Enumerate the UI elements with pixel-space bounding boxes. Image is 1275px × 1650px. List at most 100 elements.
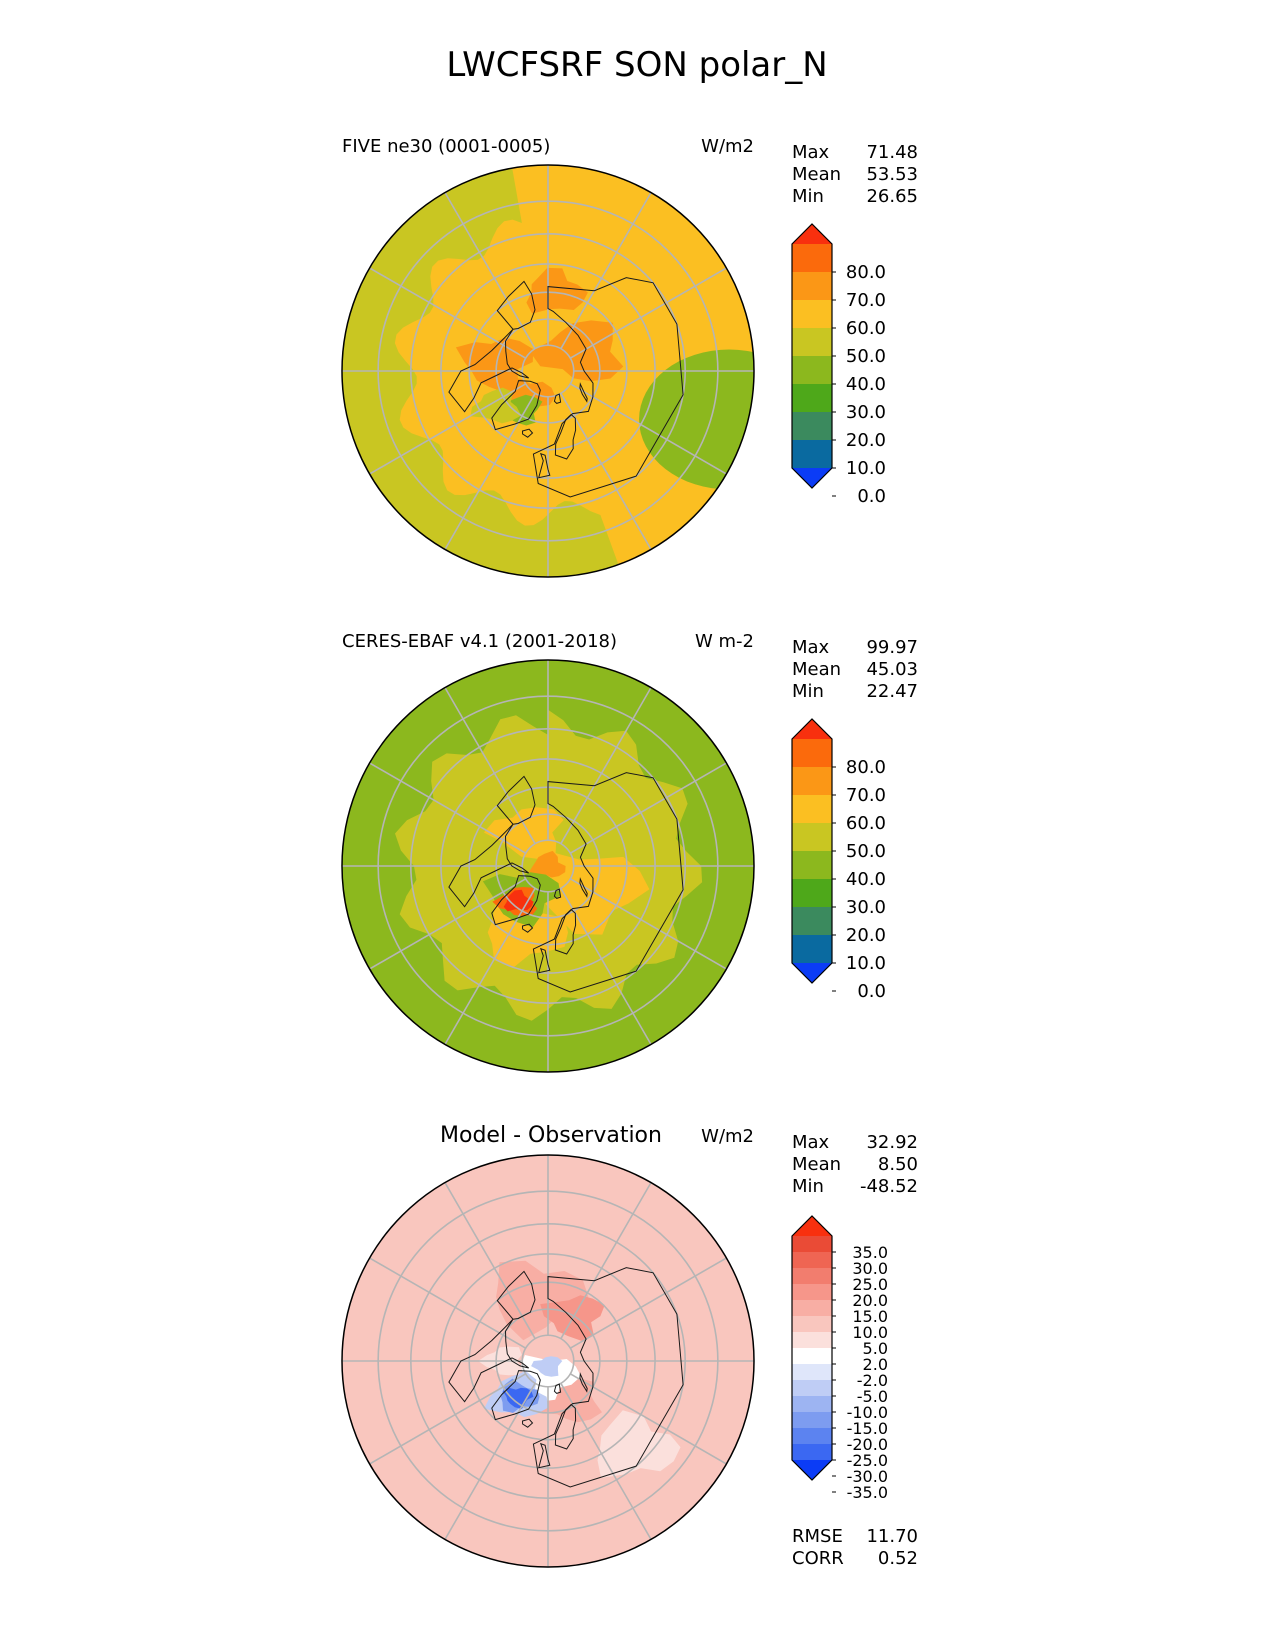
coastlines bbox=[448, 772, 684, 993]
map-boundary bbox=[341, 659, 755, 1073]
colorbar-segment bbox=[792, 1428, 832, 1445]
colorbar-tick-label: 70.0 bbox=[846, 290, 886, 311]
field-region bbox=[496, 1260, 589, 1341]
map-field bbox=[342, 165, 754, 577]
stat-value-mean: 53.53 bbox=[866, 164, 918, 185]
colorbar-tick-label: 40.0 bbox=[846, 374, 886, 395]
field-region bbox=[483, 807, 564, 859]
colorbar-segment bbox=[792, 1252, 832, 1269]
colorbar-segment bbox=[792, 1236, 832, 1253]
colorbar-tick-label: 5.0 bbox=[863, 1339, 888, 1358]
colorbar-tick-label: 60.0 bbox=[846, 318, 886, 339]
field-background bbox=[342, 165, 754, 577]
colorbar-segment bbox=[792, 767, 832, 796]
coastline-novayaZ bbox=[579, 1372, 588, 1393]
stat-label-max: Max bbox=[792, 637, 830, 658]
colorbar-tick-label: -15.0 bbox=[847, 1419, 888, 1438]
colorbar-tick-label: 50.0 bbox=[846, 841, 886, 862]
coastline-iceland bbox=[521, 428, 534, 438]
map-boundary bbox=[341, 1154, 755, 1568]
colorbar-tick-label: -30.0 bbox=[847, 1467, 888, 1486]
colorbar-segment bbox=[792, 356, 832, 385]
colorbar-segment bbox=[792, 851, 832, 880]
stat-value-min: -48.52 bbox=[860, 1176, 918, 1197]
colorbar-tick-label: 20.0 bbox=[852, 1291, 888, 1310]
coastline-iceland bbox=[521, 1418, 534, 1428]
stat-label-max: Max bbox=[792, 142, 830, 163]
colorbar-tick-label: 30.0 bbox=[846, 402, 886, 423]
colorbar-segment bbox=[792, 328, 832, 357]
coastline-scandinavia bbox=[554, 413, 577, 460]
panel-units: W/m2 bbox=[701, 136, 754, 157]
colorbar-segment bbox=[792, 907, 832, 936]
colorbar-segment bbox=[792, 1300, 832, 1317]
field-region bbox=[528, 850, 566, 878]
colorbar-segment bbox=[792, 384, 832, 413]
colorbar-segment bbox=[792, 1348, 832, 1365]
colorbar-tick-label: 40.0 bbox=[846, 869, 886, 890]
coastline-scandinavia bbox=[554, 1403, 577, 1450]
colorbar-tick-label: 20.0 bbox=[846, 925, 886, 946]
stat-label-max: Max bbox=[792, 1132, 830, 1153]
panel-title: CERES-EBAF v4.1 (2001-2018) bbox=[342, 631, 617, 652]
stat-value-min: 22.47 bbox=[866, 681, 918, 702]
figure-title: LWCFSRF SON polar_N bbox=[446, 45, 827, 85]
colorbar-tick-label: 10.0 bbox=[846, 458, 886, 479]
coastline-alaska bbox=[496, 775, 536, 825]
coastline-eurasiaN bbox=[532, 772, 684, 993]
colorbar-tick-label: 35.0 bbox=[852, 1243, 888, 1262]
coastlines bbox=[448, 1267, 684, 1488]
coastline-svalbard bbox=[553, 1383, 562, 1394]
stat-value-mean: 8.50 bbox=[878, 1154, 918, 1175]
coastline-iceland bbox=[521, 923, 534, 933]
colorbar-extend-min bbox=[792, 1460, 832, 1480]
colorbar-tick-label: 50.0 bbox=[846, 346, 886, 367]
stat-label-mean: Mean bbox=[792, 164, 841, 185]
colorbar-extend-min bbox=[792, 963, 832, 983]
colorbar-segment bbox=[792, 1268, 832, 1285]
stat-value-min: 26.65 bbox=[866, 186, 918, 207]
stat-value-max: 71.48 bbox=[866, 142, 918, 163]
colorbar-segment bbox=[792, 935, 832, 964]
stat-label-corr: CORR bbox=[792, 1548, 844, 1569]
stat-label-min: Min bbox=[792, 681, 824, 702]
colorbar: 35.030.025.020.015.010.05.02.0-2.0-5.0-1… bbox=[791, 1215, 888, 1502]
colorbar-tick-label: -25.0 bbox=[847, 1451, 888, 1470]
field-region bbox=[470, 387, 522, 424]
colorbar-extend-min bbox=[792, 468, 832, 488]
colorbar-tick-label: 25.0 bbox=[852, 1275, 888, 1294]
coastline-uk bbox=[537, 1442, 551, 1469]
colorbar-tick-label: -35.0 bbox=[847, 1483, 888, 1502]
panel-units: W m-2 bbox=[695, 631, 754, 652]
coastline-svalbard bbox=[553, 393, 562, 404]
colorbar-tick-label: 30.0 bbox=[846, 897, 886, 918]
coastline-novayaZ bbox=[579, 382, 588, 403]
field-region bbox=[342, 660, 754, 1072]
colorbar-segment bbox=[792, 412, 832, 441]
colorbar-extend-max bbox=[792, 1216, 832, 1236]
colorbar-segment bbox=[792, 1396, 832, 1413]
coastline-alaska bbox=[496, 1270, 536, 1320]
colorbar-tick-label: 0.0 bbox=[857, 981, 886, 1002]
colorbar-segment bbox=[792, 1444, 832, 1461]
colorbar-segment bbox=[792, 1412, 832, 1429]
coastline-greenland bbox=[491, 875, 541, 926]
colorbar-tick-label: 60.0 bbox=[846, 813, 886, 834]
coastline-greenland bbox=[491, 380, 541, 431]
panel-title: Model - Observation bbox=[440, 1123, 662, 1148]
colorbar-tick-label: 80.0 bbox=[846, 262, 886, 283]
colorbar-segment bbox=[792, 244, 832, 273]
colorbar-segment bbox=[792, 1332, 832, 1349]
colorbar-tick-label: 2.0 bbox=[863, 1355, 888, 1374]
colorbar-segment bbox=[792, 879, 832, 908]
stat-value-rmse: 11.70 bbox=[866, 1526, 918, 1547]
colorbar-tick-label: -5.0 bbox=[857, 1387, 888, 1406]
colorbar-tick-label: -2.0 bbox=[857, 1371, 888, 1390]
field-region bbox=[342, 165, 630, 577]
colorbar-segment bbox=[792, 1284, 832, 1301]
stat-value-max: 32.92 bbox=[866, 1132, 918, 1153]
colorbar-extend-max bbox=[792, 719, 832, 739]
colorbar-tick-label: 10.0 bbox=[852, 1323, 888, 1342]
coastline-arcticCanada bbox=[448, 328, 530, 413]
panel-title: FIVE ne30 (0001-0005) bbox=[342, 136, 550, 157]
